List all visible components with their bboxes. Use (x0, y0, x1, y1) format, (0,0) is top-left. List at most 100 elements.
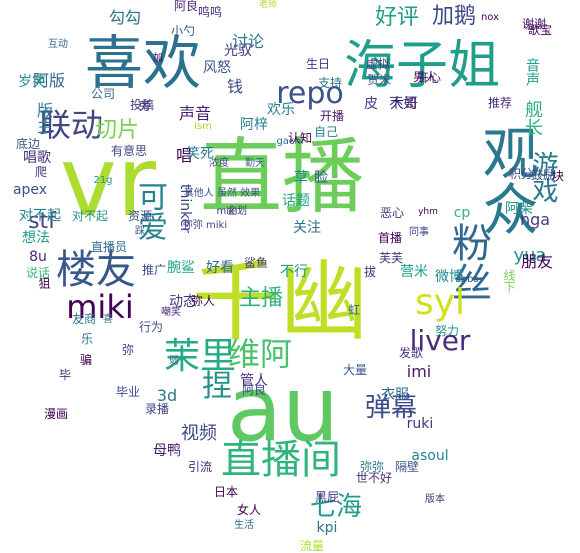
word-cloud-term: 朋友 (520, 252, 553, 271)
word-cloud-term: imi (406, 362, 432, 381)
word-cloud-term: 恶心 (379, 206, 404, 220)
word-cloud-term: 弥弥 miki (182, 220, 228, 231)
word-cloud-term: 海子姐 (343, 36, 500, 96)
word-cloud-term: 直播间 (221, 437, 341, 483)
word-cloud-term: 块 (551, 169, 564, 183)
word-cloud-term: 关注 (293, 220, 321, 236)
word-cloud-term: 投稿 (129, 98, 154, 112)
word-cloud-term: 同事 (409, 227, 429, 238)
word-cloud-term: 想法 (22, 230, 50, 246)
word-cloud-term: 开播 (319, 109, 344, 123)
word-cloud-term: 微博 (435, 269, 463, 285)
word-cloud-term: 游戏 (528, 151, 558, 203)
word-cloud-term: 生日 (305, 57, 330, 71)
word-cloud-term: 欢乐 (267, 102, 295, 118)
word-cloud-term: 女人 (236, 503, 261, 517)
word-cloud-term: 弥 (121, 343, 134, 357)
word-cloud-term: nox (480, 12, 500, 23)
word-cloud-term: 浓度 (209, 158, 229, 169)
word-cloud-term: liver (409, 324, 471, 357)
word-cloud-term: 其他人 虽然 效果 (183, 188, 261, 199)
word-cloud-term: 茉里 (163, 336, 236, 377)
word-cloud-term: 唱 (175, 146, 192, 165)
word-cloud-term: syl (414, 282, 466, 323)
word-cloud-term: 认知 (287, 131, 312, 145)
word-cloud-term: 加 (153, 53, 163, 64)
word-cloud-term: 友商 (71, 312, 96, 326)
word-cloud-term: 对不起 (19, 208, 61, 224)
word-cloud-term: 发歌 (398, 346, 423, 360)
word-cloud-term: 话题 (282, 193, 310, 209)
word-cloud-term: nga (519, 210, 551, 229)
word-cloud-term: 好评 (374, 5, 419, 30)
word-cloud-term: lsm (194, 121, 212, 132)
word-cloud-term: 鼓励 (530, 168, 555, 182)
word-cloud-term: 腕鲨 (167, 260, 195, 276)
word-cloud-term: 声音 (178, 104, 211, 123)
word-cloud-term: 企划 (227, 206, 247, 217)
word-cloud-term: 好看 (206, 260, 234, 276)
word-cloud-term: 喜 (103, 314, 113, 325)
word-cloud-term: 黑屁 (314, 490, 339, 504)
word-cloud-term: 切片 (94, 118, 139, 143)
word-cloud-term: cp (453, 205, 471, 221)
word-cloud-term: 虹 (347, 303, 360, 317)
word-cloud-term: 歌宝 (527, 23, 552, 37)
word-cloud-term: 生活 (234, 520, 254, 531)
word-cloud-term: 动态 (169, 294, 197, 310)
word-cloud-term: 世不好 (355, 471, 392, 485)
word-cloud-term: 日本 (213, 485, 238, 499)
word-cloud-term: 大哥 (390, 96, 418, 112)
word-cloud-term: thinker (177, 184, 193, 234)
word-cloud-term: stf (28, 209, 56, 234)
word-cloud-term: 引流 (187, 460, 212, 474)
word-cloud-term: 视频 (181, 423, 217, 444)
word-cloud-term: asoul (411, 448, 449, 464)
word-cloud-term: 虚拟 (365, 57, 390, 71)
word-cloud-term: 大量 (342, 363, 367, 377)
word-cloud-term: 旁 (138, 99, 151, 113)
word-cloud-term: 唱歌 (23, 150, 51, 166)
word-cloud-term: 说话 (25, 266, 50, 280)
word-cloud-term: 拔 (363, 265, 376, 279)
word-cloud-term: 喜欢 (84, 29, 201, 97)
word-cloud-term: 营米 (400, 264, 428, 280)
word-cloud-term: 岁笑 (18, 74, 46, 90)
word-cloud-term: 不如 (389, 96, 417, 112)
word-cloud-term: 鸣鸣 (197, 5, 222, 19)
word-cloud-term: 衣服 (381, 387, 409, 403)
word-cloud-term: 千幽 (191, 250, 368, 353)
word-cloud-term: 支持 (317, 76, 342, 90)
word-cloud-term: 直播员 (90, 240, 127, 254)
word-cloud-term: 可爱 (132, 181, 167, 241)
word-cloud-term: 音声 (524, 58, 540, 86)
word-cloud-term: 行为 (138, 320, 163, 334)
word-cloud-term: 阿梓 (240, 117, 268, 133)
word-cloud-term: 8u (29, 249, 47, 265)
word-cloud-term: 资源 (127, 209, 152, 223)
word-cloud-term: 骗 (79, 353, 92, 367)
word-cloud-term: gachi (276, 136, 304, 147)
word-cloud-term: 谢谢 (521, 17, 546, 31)
word-cloud-term: 爬 (34, 165, 47, 179)
word-cloud-term: 男人 (412, 70, 437, 84)
word-cloud-term: 勾勾 (108, 8, 141, 27)
word-cloud-term: 流量 (299, 539, 324, 553)
word-cloud-term: 自己 (313, 125, 338, 139)
word-cloud-term: 阿柴 (505, 201, 533, 217)
word-cloud-term: 皮 (364, 96, 378, 112)
word-cloud-term: repo (276, 76, 344, 111)
word-cloud-term: 主播 (238, 286, 283, 311)
word-cloud-term: 阿良 (241, 383, 266, 397)
word-cloud-term: 录播 (144, 402, 169, 416)
word-cloud-term: 草 (294, 170, 308, 186)
word-cloud-term: 隔壁 (394, 460, 419, 474)
word-cloud-term: 首播 (377, 231, 402, 245)
word-cloud-term: 积分 (508, 167, 533, 181)
word-cloud-term: 嘲笑 (161, 307, 181, 318)
word-cloud-term: 开心 (416, 71, 441, 85)
word-cloud-term: 管人 (240, 373, 268, 389)
word-cloud-term: 版本 (425, 494, 445, 505)
word-cloud-term: 弥人 (190, 294, 215, 308)
